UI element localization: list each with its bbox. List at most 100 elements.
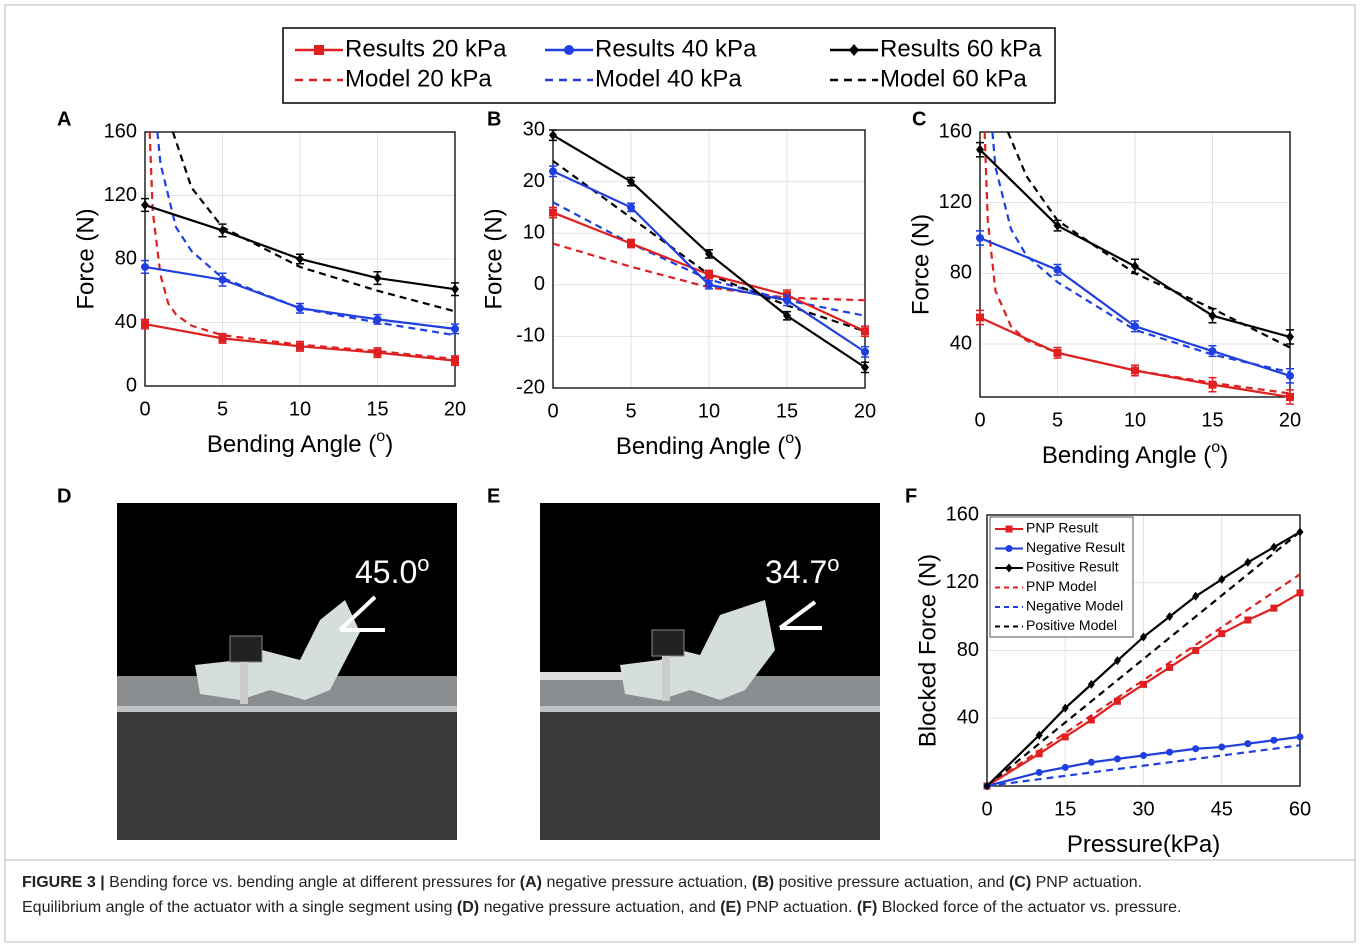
angle-label: 34.7o bbox=[765, 551, 840, 591]
y-tick-label: 160 bbox=[939, 120, 972, 142]
marker bbox=[549, 130, 557, 141]
marker bbox=[1244, 616, 1252, 624]
photo-e bbox=[540, 503, 880, 840]
x-axis-label-part: o bbox=[1211, 439, 1220, 456]
x-axis-label: Bending Angle (o) bbox=[616, 430, 802, 460]
marker bbox=[549, 208, 557, 217]
y-axis-label: Force (N) bbox=[72, 208, 99, 309]
angle-label: 45.0o bbox=[355, 551, 430, 591]
marker bbox=[783, 310, 791, 321]
y-tick-label: 120 bbox=[104, 184, 137, 206]
marker bbox=[983, 781, 991, 791]
x-axis-label-part: o bbox=[785, 430, 794, 447]
y-axis-label: Force (N) bbox=[907, 214, 934, 315]
y-axis-label: Force (N) bbox=[480, 208, 507, 309]
marker bbox=[1061, 763, 1069, 771]
panel-label: B bbox=[487, 108, 501, 130]
angle-unit: o bbox=[417, 551, 429, 576]
plot-frame bbox=[979, 131, 1291, 398]
x-tick-label: 10 bbox=[289, 398, 311, 420]
angle-value: 45.0 bbox=[355, 554, 417, 590]
series-line bbox=[552, 201, 866, 317]
legend-label: Results 40 kPa bbox=[595, 35, 757, 62]
x-tick-label: 0 bbox=[547, 400, 558, 422]
caption-text: (C) bbox=[1008, 874, 1032, 891]
y-tick-label: 0 bbox=[126, 374, 137, 396]
series-line bbox=[171, 131, 456, 313]
legend-label: Negative Model bbox=[1026, 598, 1123, 614]
x-tick-label: 0 bbox=[974, 409, 985, 431]
marker bbox=[1244, 740, 1252, 748]
marker bbox=[1035, 730, 1043, 740]
marker bbox=[1131, 261, 1139, 272]
x-axis-label: Pressure(kPa) bbox=[1067, 831, 1220, 858]
marker bbox=[976, 234, 984, 242]
marker bbox=[1061, 703, 1069, 713]
series-line bbox=[983, 131, 1291, 395]
marker bbox=[861, 362, 869, 373]
marker bbox=[1113, 755, 1121, 763]
caption-line: FIGURE 3 | Bending force vs. bending ang… bbox=[22, 870, 1342, 895]
caption-text: positive pressure actuation, and bbox=[774, 874, 1009, 891]
marker bbox=[627, 239, 635, 248]
x-tick-label: 15 bbox=[1054, 798, 1076, 820]
marker bbox=[1005, 563, 1013, 573]
x-tick-label: 20 bbox=[444, 398, 466, 420]
x-tick-label: 5 bbox=[625, 400, 636, 422]
y-tick-label: 160 bbox=[946, 503, 979, 525]
marker bbox=[373, 273, 382, 284]
marker bbox=[1166, 748, 1174, 756]
caption-text: Equilibrium angle of the actuator with a… bbox=[22, 899, 457, 916]
marker bbox=[1005, 545, 1013, 552]
x-tick-label: 10 bbox=[1124, 409, 1146, 431]
marker bbox=[861, 327, 869, 336]
marker bbox=[1286, 331, 1294, 342]
caption-text: negative pressure actuation, and bbox=[479, 899, 721, 916]
marker bbox=[1286, 393, 1294, 401]
marker bbox=[1270, 604, 1278, 612]
marker bbox=[1113, 697, 1121, 705]
caption-text: (E) bbox=[720, 899, 742, 916]
marker bbox=[849, 44, 859, 56]
marker bbox=[218, 334, 227, 343]
marker bbox=[296, 254, 304, 264]
caption-text: PNP actuation. bbox=[741, 899, 857, 916]
marker bbox=[705, 270, 713, 279]
series-line bbox=[986, 591, 1301, 787]
marker bbox=[549, 167, 557, 176]
y-tick-label: 40 bbox=[115, 311, 137, 333]
series-line bbox=[986, 735, 1301, 788]
x-tick-label: 20 bbox=[854, 400, 876, 422]
x-tick-label: 0 bbox=[139, 398, 150, 420]
caption: FIGURE 3 | Bending force vs. bending ang… bbox=[22, 870, 1342, 920]
marker bbox=[1192, 745, 1200, 753]
marker bbox=[314, 45, 324, 55]
marker bbox=[1208, 380, 1217, 389]
y-tick-label: 80 bbox=[957, 639, 979, 661]
panel-label: A bbox=[57, 108, 71, 130]
y-tick-label: -20 bbox=[516, 376, 545, 398]
marker bbox=[1053, 348, 1062, 357]
x-axis-label-part: ) bbox=[794, 433, 802, 460]
legend-label: Results 20 kPa bbox=[345, 35, 507, 62]
marker bbox=[1296, 589, 1304, 597]
marker bbox=[1113, 656, 1121, 666]
marker bbox=[1296, 733, 1304, 741]
x-tick-label: 5 bbox=[1052, 409, 1063, 431]
marker bbox=[1218, 743, 1226, 751]
legend-label: Positive Result bbox=[1026, 559, 1119, 575]
legend-label: Results 60 kPa bbox=[880, 35, 1042, 62]
marker bbox=[1140, 632, 1147, 642]
marker bbox=[451, 324, 459, 333]
marker bbox=[1218, 630, 1226, 638]
x-tick-label: 30 bbox=[1132, 798, 1154, 820]
plot-frame bbox=[552, 129, 866, 389]
marker bbox=[1053, 220, 1062, 231]
marker bbox=[1192, 647, 1200, 654]
y-axis-label: Blocked Force (N) bbox=[914, 554, 941, 747]
y-tick-label: 10 bbox=[523, 221, 545, 243]
marker bbox=[564, 45, 574, 55]
x-tick-label: 15 bbox=[776, 400, 798, 422]
legend-label: Model 40 kPa bbox=[595, 65, 742, 92]
marker bbox=[1087, 716, 1095, 724]
